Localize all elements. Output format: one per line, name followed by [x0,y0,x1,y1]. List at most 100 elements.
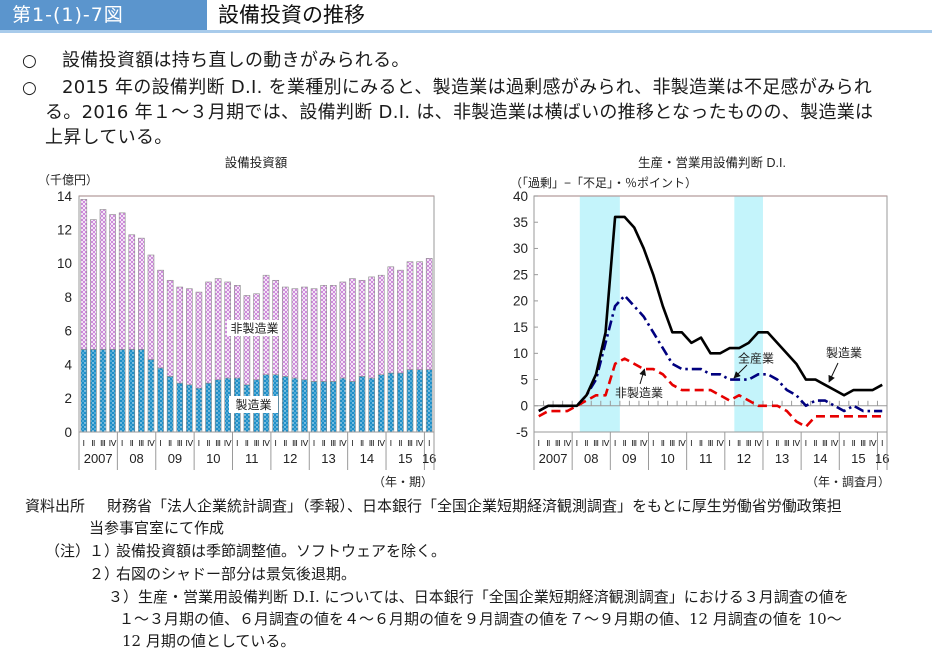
bar-manufacturing [387,372,395,433]
bar-non-manufacturing [243,295,251,386]
bar-manufacturing [90,349,97,433]
quarter-tick-label: Ⅰ [390,438,393,448]
series-label: 全産業 [738,351,774,366]
bar-manufacturing [80,349,88,433]
y-axis-ticks: 0 2 4 6 8 10 12 14 [57,189,73,440]
bar-manufacturing [157,367,164,433]
bar-non-manufacturing [329,285,337,382]
series-label-non-manufacturing: 非製造業 [227,320,282,336]
axes: -5 0 5 10 15 20 25 30 35 40 [513,189,887,440]
quarter-tick-label: Ⅲ [138,438,144,448]
bar-non-manufacturing [397,269,404,374]
quarter-tick-label: Ⅱ [584,438,588,448]
y-tick-label: 2 [64,391,72,406]
figure-number-badge: 第1-(1)-7図 [0,0,207,30]
bar-non-manufacturing [425,258,433,370]
series-annotation-manufacturing: 製造業 [826,346,862,383]
year-tick-label: 14 [360,451,374,466]
quarter-tick-label: Ⅱ [398,438,402,448]
bar-manufacturing [368,377,375,433]
quarter-tick-label: Ⅲ [746,438,752,448]
bar-manufacturing [406,369,414,433]
bar-manufacturing [138,349,145,433]
quarter-tick-label: Ⅲ [177,438,183,448]
year-tick-label: 13 [775,451,789,466]
quarter-tick-label: Ⅱ [699,438,703,448]
bar-manufacturing [281,376,289,433]
bar-non-manufacturing [186,288,193,386]
note-text: 生産・営業用設備判断 D.I. については、日本銀行「全国企業短期経済観測調査」… [138,588,849,606]
note-number: ３） [108,588,139,606]
bar-manufacturing [291,377,299,433]
quarter-tick-label: Ⅲ [369,438,375,448]
year-tick-label: 2007 [539,451,568,466]
quarter-tick-label: Ⅱ [168,438,172,448]
bar-manufacturing [214,379,222,433]
quarter-tick-label: Ⅲ [330,438,336,448]
equipment-di-line-chart: 生産・営業用設備判断 D.I. （「過剰」−「不足」・％ポイント） -5 0 5 10… [510,155,890,489]
quarter-tick-label: Ⅱ [322,438,326,448]
bar-non-manufacturing [214,278,222,381]
quarter-tick-label: Ⅳ [109,438,118,448]
series-line-non-manufacturing [538,357,883,429]
bar-manufacturing [109,349,116,433]
quarter-tick-label: Ⅲ [292,438,298,448]
year-tick-label: 15 [398,451,412,466]
note-text: 設備投資額は季節調整値。ソフトウェアを除く。 [116,542,447,560]
source-text: 当参事官室にて作成 [89,519,225,537]
label-box [227,320,282,336]
quarter-tick-label: Ⅳ [416,438,425,448]
year-tick-label: 13 [321,451,335,466]
quarter-tick-label: Ⅲ [822,438,828,448]
bar-non-manufacturing [128,234,136,350]
quarter-tick-label: Ⅱ [283,438,287,448]
y-tick-label: 10 [513,346,528,361]
bar-non-manufacturing [118,212,126,350]
bar-manufacturing [349,381,356,433]
quarter-tick-label: Ⅰ [690,438,693,448]
quarter-tick-label: Ⅱ [661,438,665,448]
quarter-tick-label: Ⅲ [555,438,561,448]
bar-non-manufacturing [195,291,203,389]
year-tick-label: 08 [129,451,143,466]
bar-non-manufacturing [253,293,260,381]
quarter-tick-label: Ⅱ [813,438,817,448]
note-text: １～３月期の値、６月調査の値を４～６月期の値を９月調査の値を７～９月期の値、12… [119,610,842,628]
y-tick-label: 30 [513,241,528,256]
bar-non-manufacturing [358,279,366,377]
y-tick-label: 6 [64,324,72,339]
year-tick-label: 16 [422,451,436,466]
y-tick-label: 0 [64,425,72,440]
quarter-tick-label: Ⅰ [728,438,731,448]
x-axis-label: （年・調査月） [806,475,890,489]
bar-non-manufacturing [80,199,88,350]
quarter-tick-label: Ⅳ [792,438,801,448]
series-label-manufacturing: 製造業 [229,396,278,413]
series-label: 製造業 [235,398,271,412]
bar-non-manufacturing [147,254,155,360]
bar-non-manufacturing [109,214,116,350]
x-axis-label: （年・期） [373,475,433,489]
quarter-tick-label: Ⅰ [843,438,846,448]
bar-manufacturing [205,382,212,433]
figure-number: 第1-(1)-7図 [12,4,124,26]
year-tick-label: 10 [660,451,674,466]
bar-non-manufacturing [387,266,395,374]
bar-manufacturing [416,369,423,433]
series-label: 製造業 [826,346,862,360]
quarter-tick-label: Ⅳ [185,438,194,448]
page-title: 設備投資の推移 [218,3,365,27]
y-tick-label: 5 [520,372,528,387]
source-text: 財務省「法人企業統計調査」（季報）、日本銀行「全国企業短期経済観測調査」をもとに… [107,497,842,515]
quarter-tick-label: Ⅱ [91,438,95,448]
header-rule [0,30,932,33]
arrow-icon [733,364,748,379]
y-axis-unit-label: （千億円） [38,173,98,187]
bar-manufacturing [128,349,136,433]
bar-non-manufacturing [416,261,423,370]
summary-line: 設備投資額は持ち直しの動きがみられる。 [62,50,410,71]
year-tick-label: 14 [813,451,827,466]
quarter-tick-label: Ⅰ [159,438,162,448]
bar-non-manufacturing [377,274,385,375]
